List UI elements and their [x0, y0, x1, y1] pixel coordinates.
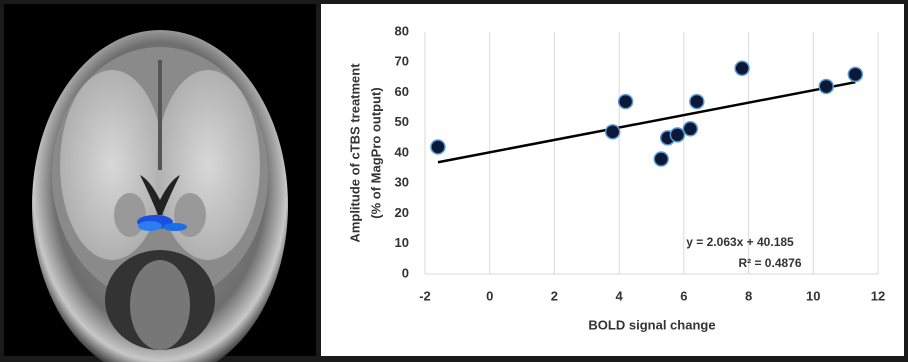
point: [683, 122, 697, 136]
x-tick-label: 8: [745, 288, 752, 303]
x-tick-label: 6: [680, 288, 687, 303]
y-axis-title: (% of MagPro output): [368, 87, 383, 218]
point: [431, 140, 445, 154]
point: [654, 152, 668, 166]
point: [819, 79, 833, 93]
x-tick-label: 4: [616, 288, 624, 303]
y-axis-title: Amplitude of cTBS treatment: [347, 63, 362, 243]
y-tick-label: 0: [402, 265, 409, 280]
y-tick-label: 50: [395, 114, 409, 129]
point: [670, 128, 684, 142]
y-tick-label: 20: [395, 205, 409, 220]
equation: y = 2.063x + 40.185: [686, 235, 794, 249]
point: [606, 125, 620, 139]
chart: -2 0 2 4 6 8 10 12 0 10 20 30 40 50 60 70 80 BOLD signal…: [0, 0, 908, 362]
x-tick-label: 2: [551, 288, 558, 303]
y-tick-label: 10: [395, 235, 409, 250]
brain-image: [4, 4, 316, 362]
x-tick-label: 12: [871, 288, 885, 303]
x-tick-label: 10: [806, 288, 820, 303]
point: [690, 95, 704, 109]
x-axis-title: BOLD signal change: [588, 317, 715, 332]
y-tick-label: 40: [395, 144, 409, 159]
point: [619, 95, 633, 109]
y-tick-label: 30: [395, 175, 409, 190]
y-tick-label: 80: [395, 23, 409, 38]
point: [848, 67, 862, 81]
y-tick-label: 60: [395, 84, 409, 99]
y-tick-label: 70: [395, 54, 409, 69]
point: [735, 61, 749, 75]
figure: -2 0 2 4 6 8 10 12 0 10 20 30 40 50 60 70 80 BOLD signal…: [0, 0, 908, 362]
r-squared: R² = 0.4876: [738, 256, 801, 270]
x-tick-label: 0: [486, 288, 493, 303]
x-tick-label: -2: [419, 288, 431, 303]
